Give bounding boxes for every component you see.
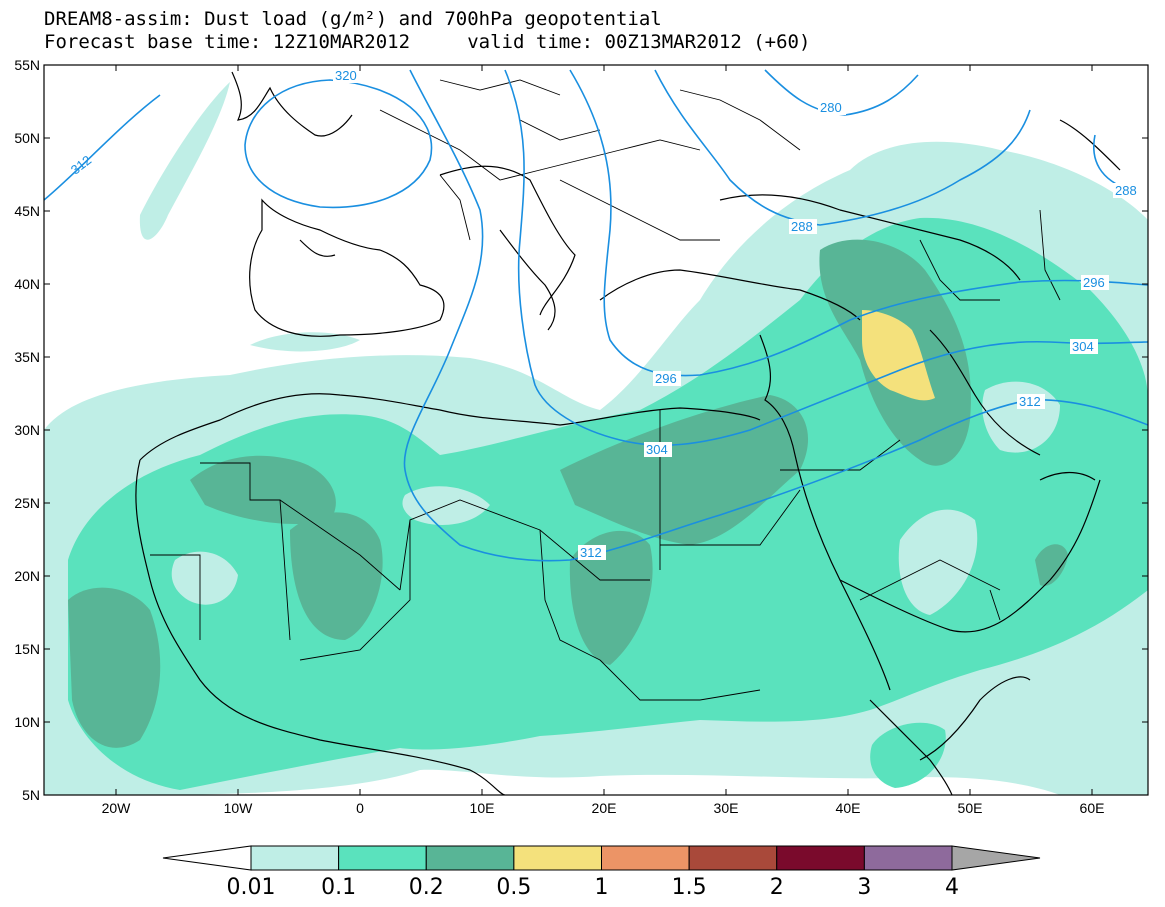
lat-label: 50N <box>14 130 40 146</box>
latitude-labels: 55N 50N 45N 40N 35N 30N 25N 20N 15N 10N … <box>14 57 40 803</box>
dust-layer-0.2-egypt <box>560 395 809 545</box>
contour-320-low <box>244 79 433 209</box>
dust-hole-arabia <box>898 509 978 615</box>
contour-296 <box>569 69 1148 377</box>
dust-layer-0.01-atlantic <box>139 82 230 240</box>
lon-label: 50E <box>958 800 983 816</box>
colorbar-swatch <box>338 845 427 871</box>
dust-layer-0.2-mali <box>290 512 383 640</box>
colorbar-label: 1.5 <box>672 875 707 900</box>
lat-label: 45N <box>14 203 40 219</box>
lon-label: 0 <box>356 800 364 816</box>
contour-288 <box>654 69 1031 226</box>
contour-label: 304 <box>644 442 672 457</box>
colorbar-label: 3 <box>857 875 871 900</box>
colorbar-under-triangle <box>162 845 252 871</box>
contour-label: 320 <box>333 68 361 83</box>
lon-label: 30E <box>714 800 739 816</box>
colorbar-label: 1 <box>595 875 609 900</box>
lat-label: 5N <box>22 787 40 803</box>
contour-312-atlantic <box>44 94 161 201</box>
colorbar-swatch <box>425 845 515 871</box>
colorbar-label: 0.2 <box>409 875 444 900</box>
lat-label: 35N <box>14 349 40 365</box>
colorbar-label: 0.5 <box>496 875 531 900</box>
lat-label: 20N <box>14 568 40 584</box>
contour-label-312: 312 <box>580 545 602 560</box>
colorbar-label: 0.01 <box>227 875 276 900</box>
contour-312-europe <box>403 69 1148 562</box>
colorbar-label: 2 <box>770 875 784 900</box>
lat-label: 30N <box>14 422 40 438</box>
dust-layer-0.2-oman <box>1035 544 1068 586</box>
contour-label: 288 <box>789 219 817 234</box>
contour-label-304: 304 <box>646 442 668 457</box>
contour-label-312-east: 312 <box>1019 394 1041 409</box>
lon-label: 10W <box>224 800 254 816</box>
lat-label: 10N <box>14 714 40 730</box>
dust-hole-westafrica <box>171 551 238 605</box>
contour-labels: 320 312 280 288 288 296 296 304 304 312 … <box>68 68 1141 560</box>
lon-label: 20E <box>592 800 617 816</box>
contour-label-288: 288 <box>791 219 813 234</box>
dust-layer-0.2-chad <box>569 530 653 665</box>
dust-layer-0.1-somalia <box>870 722 946 788</box>
lat-label: 40N <box>14 276 40 292</box>
colorbar-swatch <box>776 845 865 871</box>
contour-label: 312 <box>578 545 606 560</box>
contour-label-296: 296 <box>655 371 677 386</box>
lat-label: 25N <box>14 495 40 511</box>
colorbar-swatch <box>250 845 340 871</box>
colorbar-swatch <box>513 845 602 871</box>
contour-label-280: 280 <box>820 100 842 115</box>
colorbar-swatch <box>863 845 953 871</box>
country-borders <box>150 79 1061 701</box>
longitude-labels: 20W 10W 0 10E 20E 30E 40E 50E 60E <box>102 800 1105 816</box>
contour-label-296-east: 296 <box>1083 275 1105 290</box>
colorbar-swatch <box>688 845 778 871</box>
map-subtitle: Forecast base time: 12Z10MAR2012 valid t… <box>44 31 811 53</box>
colorbar: 0.01 0.1 0.2 0.5 1 1.5 2 3 4 <box>162 845 1041 900</box>
map-panel: 320 312 280 288 288 296 296 304 304 312 … <box>44 65 1148 795</box>
dust-layer-0.2-sahara-west <box>190 455 336 525</box>
colorbar-label: 4 <box>945 875 959 900</box>
lat-label: 55N <box>14 57 40 73</box>
contour-label: 296 <box>653 371 681 386</box>
lon-label: 20W <box>102 800 132 816</box>
contour-label: 312 <box>1017 394 1045 409</box>
dust-layer-0.01-iberia <box>250 332 360 352</box>
contour-label: 280 <box>818 100 846 115</box>
lon-label: 60E <box>1080 800 1105 816</box>
contour-label-320: 320 <box>335 68 357 83</box>
contour-label-304-east: 304 <box>1072 339 1094 354</box>
latitude-axis <box>44 64 1148 796</box>
dust-layer-0.2-senegal <box>68 587 161 748</box>
contour-label: 304 <box>1070 339 1098 354</box>
colorbar-swatch <box>601 845 690 871</box>
colorbar-over-triangle <box>951 845 1041 871</box>
lon-label: 40E <box>836 800 861 816</box>
map-title: DREAM8-assim: Dust load (g/m²) and 700hP… <box>44 8 662 30</box>
contour-label: 288 <box>1113 183 1141 198</box>
contour-label-288-east: 288 <box>1115 183 1137 198</box>
longitude-axis <box>115 65 1093 795</box>
colorbar-label: 0.1 <box>321 875 356 900</box>
coastlines <box>135 71 1121 795</box>
contour-label: 296 <box>1081 275 1109 290</box>
lon-label: 10E <box>470 800 495 816</box>
lat-label: 15N <box>14 641 40 657</box>
